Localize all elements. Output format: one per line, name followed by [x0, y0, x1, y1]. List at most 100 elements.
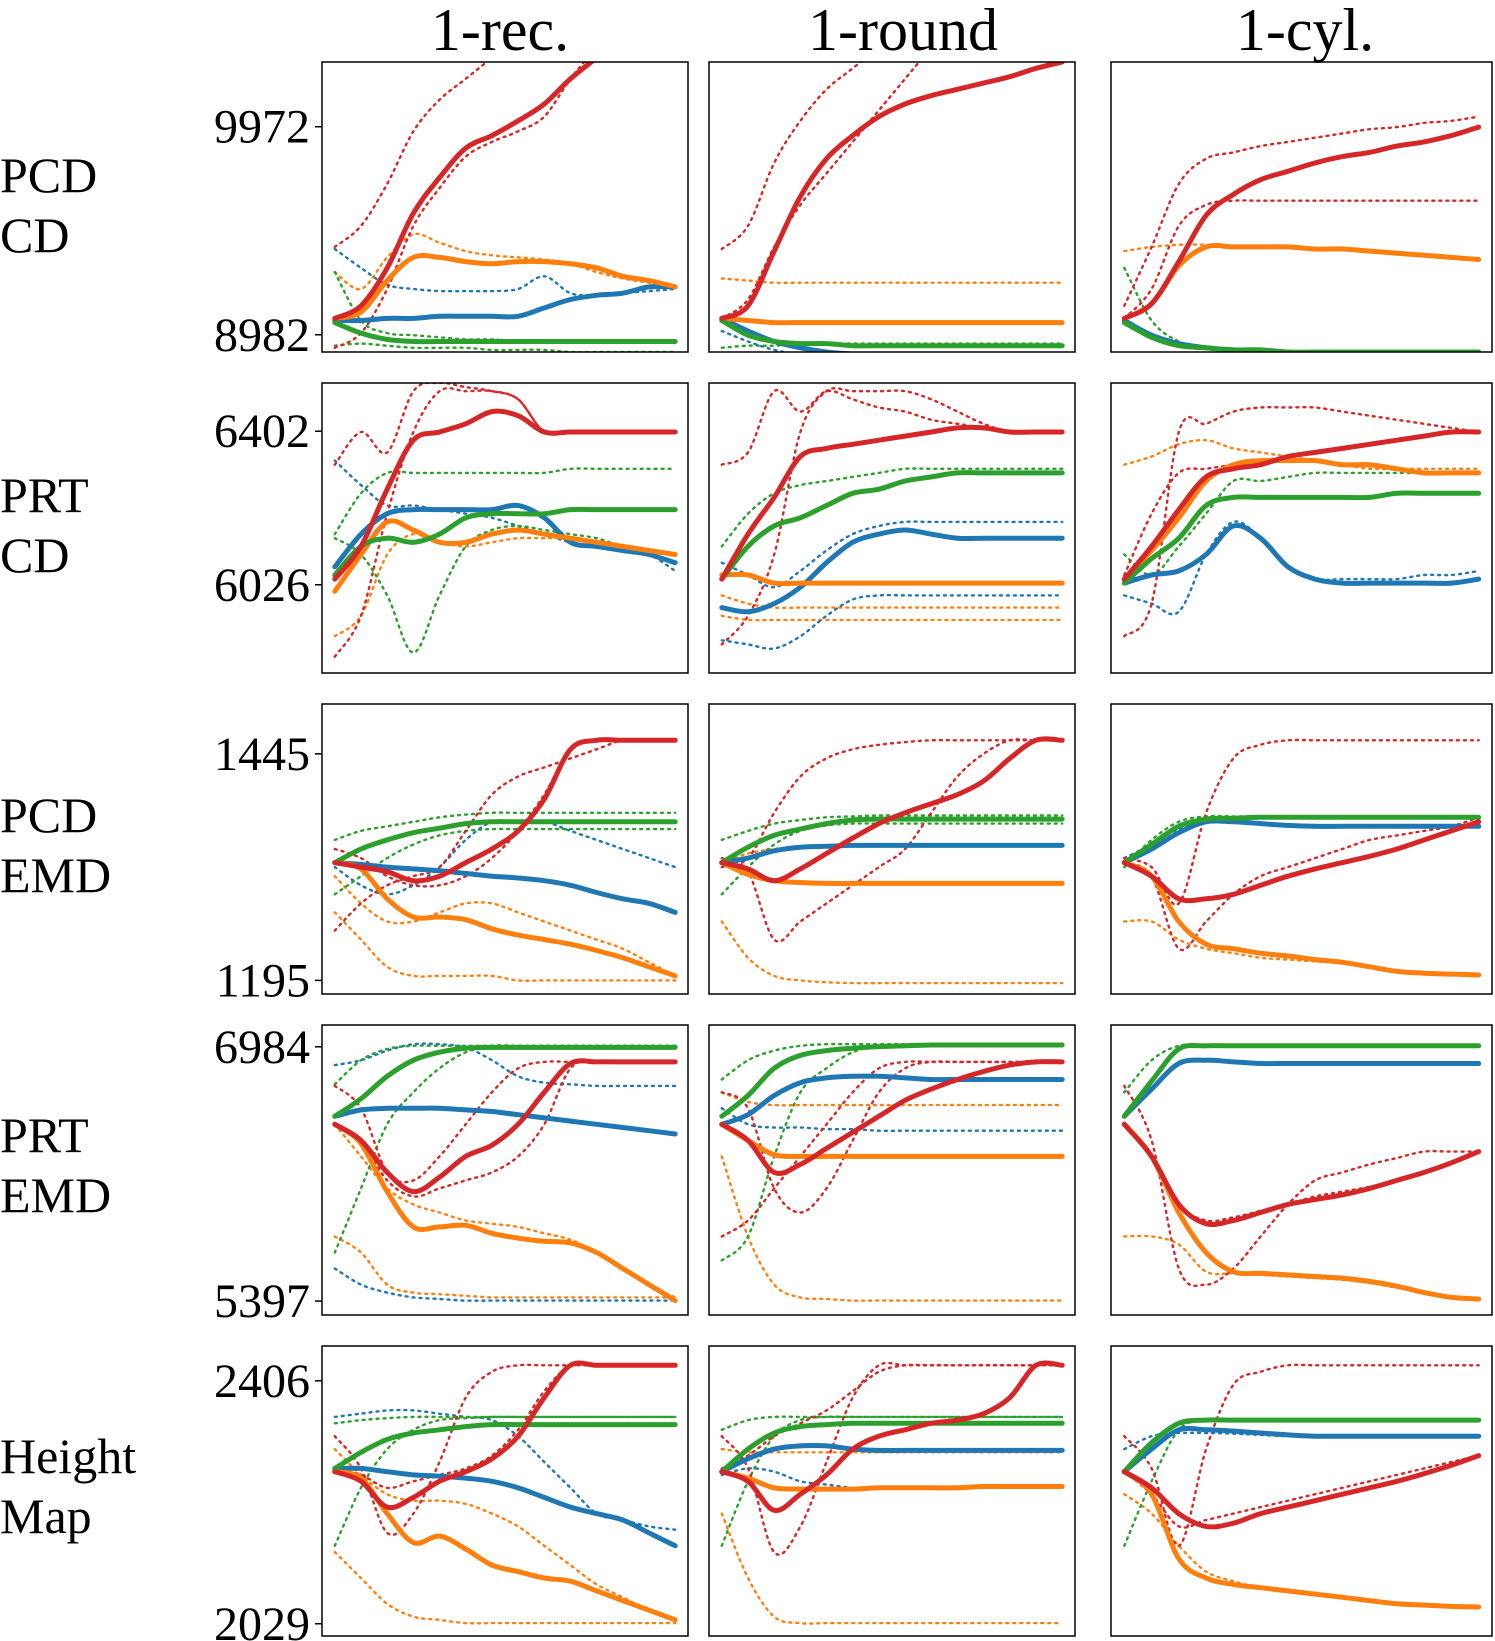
panel-3-2: [708, 703, 1076, 995]
panel-frame: [708, 382, 1076, 674]
dotted-series-green: [1123, 266, 1480, 352]
plot-area: [332, 1360, 678, 1625]
dotted-series-green: [720, 822, 1064, 896]
series-line-green: [332, 506, 678, 578]
row-label-line2: EMD: [0, 1167, 111, 1223]
dotted-series-red: [1123, 1363, 1480, 1548]
series-line-red: [719, 1059, 1065, 1176]
panel-2-3: [1110, 382, 1493, 674]
panels: 9972 8982 6402 6026 1445 1195 6984 5397 2406 2029: [214, 61, 1493, 1641]
series-line-blue: [332, 283, 678, 324]
dotted-series-blue: [720, 329, 794, 352]
column-title-1-round: 1-round: [808, 0, 998, 63]
dotted-series-green: [333, 467, 677, 536]
series-line-red: [332, 1360, 678, 1511]
y-tick-label: 6984: [214, 1021, 310, 1074]
series-line-green: [719, 470, 1065, 582]
dotted-series-red: [333, 738, 677, 888]
panel-frame: [1110, 382, 1493, 674]
dotted-series-blue: [720, 593, 1064, 650]
panel-3-3: [1110, 703, 1493, 995]
row-label-line1: Height: [0, 1428, 136, 1484]
series-line-blue: [719, 1073, 1065, 1127]
dotted-series-green: [333, 1415, 677, 1547]
row-label-line1: PCD: [0, 147, 97, 203]
series-line-green: [332, 1421, 678, 1471]
dotted-series-orange: [720, 920, 1064, 985]
dotted-series-orange: [720, 614, 1064, 622]
dotted-series-blue: [333, 819, 677, 896]
dotted-series-red: [333, 383, 677, 466]
row-label-line1: PCD: [0, 787, 97, 843]
dotted-series-red: [720, 1060, 1064, 1214]
plot-area: [332, 737, 678, 982]
series-line-blue: [1121, 1425, 1482, 1475]
panel-frame: [1110, 1024, 1493, 1316]
dotted-series-blue: [720, 520, 1064, 589]
plot-area: [719, 1360, 1065, 1625]
panel-frame: [708, 1345, 1076, 1637]
y-tick-label: 5397: [214, 1275, 310, 1328]
series-line-red: [1121, 429, 1482, 582]
row-label-line1: PRT: [0, 467, 89, 523]
dotted-series-blue: [333, 1267, 677, 1302]
row-labels: PCD CD PRT CD PCD EMD PRT EMD Height Map: [0, 147, 136, 1544]
panel-5-1: [321, 1345, 689, 1637]
series-line-blue: [332, 860, 678, 915]
panel-1-3: [1110, 61, 1493, 353]
column-titles: 1-rec. 1-round 1-cyl.: [431, 0, 1374, 63]
panel-frame: [321, 61, 689, 353]
series-line-orange: [332, 253, 678, 321]
dotted-series-red: [720, 738, 1064, 943]
y-tick-label: 6402: [214, 405, 310, 458]
row-label-line2: EMD: [0, 847, 111, 903]
dotted-series-orange: [333, 875, 677, 978]
dotted-series-red: [333, 62, 586, 349]
panel-frame: [1110, 61, 1493, 353]
dotted-series-red: [720, 1361, 1064, 1556]
panel-frame: [321, 1024, 689, 1316]
dotted-series-green: [720, 1415, 1064, 1431]
panel-4-2: [708, 1024, 1076, 1316]
series-line-green: [719, 816, 1065, 866]
dotted-series-green: [333, 827, 677, 896]
column-title-1-rec: 1-rec.: [431, 0, 569, 63]
dotted-series-orange: [1123, 918, 1480, 976]
plot-area: [719, 387, 1065, 650]
series-line-blue: [1121, 818, 1482, 866]
y-tick-label: 2029: [214, 1598, 310, 1641]
series-line-green: [1121, 1042, 1482, 1119]
series-line-red: [1121, 124, 1482, 321]
dotted-series-red: [720, 387, 1064, 646]
panel-frame: [708, 1024, 1076, 1316]
plot-area: [1121, 1363, 1482, 1610]
series-line-blue: [332, 1465, 678, 1549]
dotted-series-red: [720, 1363, 1064, 1470]
plot-area: [719, 736, 1065, 985]
series-line-red: [332, 1058, 678, 1195]
series-line-blue: [1121, 1057, 1482, 1119]
series-line-green: [332, 819, 678, 866]
dotted-series-green: [720, 467, 1064, 548]
panel-4-3: [1110, 1024, 1493, 1316]
dotted-series-red: [720, 1060, 1064, 1238]
dotted-series-orange: [720, 1091, 1064, 1107]
series-line-blue: [719, 527, 1065, 615]
series-line-green: [1121, 1417, 1482, 1475]
dotted-series-blue: [333, 1042, 677, 1088]
series-line-red: [332, 408, 678, 582]
series-line-blue: [719, 1443, 1065, 1475]
dotted-series-blue: [1123, 819, 1480, 860]
series-line-green: [1121, 814, 1482, 866]
series-line-green: [719, 318, 1065, 349]
y-tick-label: 8982: [214, 309, 310, 362]
series-line-blue: [1121, 318, 1481, 352]
dotted-series-green: [333, 524, 677, 654]
dotted-series-green: [720, 1415, 1064, 1547]
row-label-line2: CD: [0, 527, 69, 583]
row-label-line1: PRT: [0, 1107, 89, 1163]
y-tick-label: 9972: [214, 101, 310, 154]
series-line-green: [1121, 320, 1482, 352]
y-tick-label: 1195: [216, 954, 310, 1007]
